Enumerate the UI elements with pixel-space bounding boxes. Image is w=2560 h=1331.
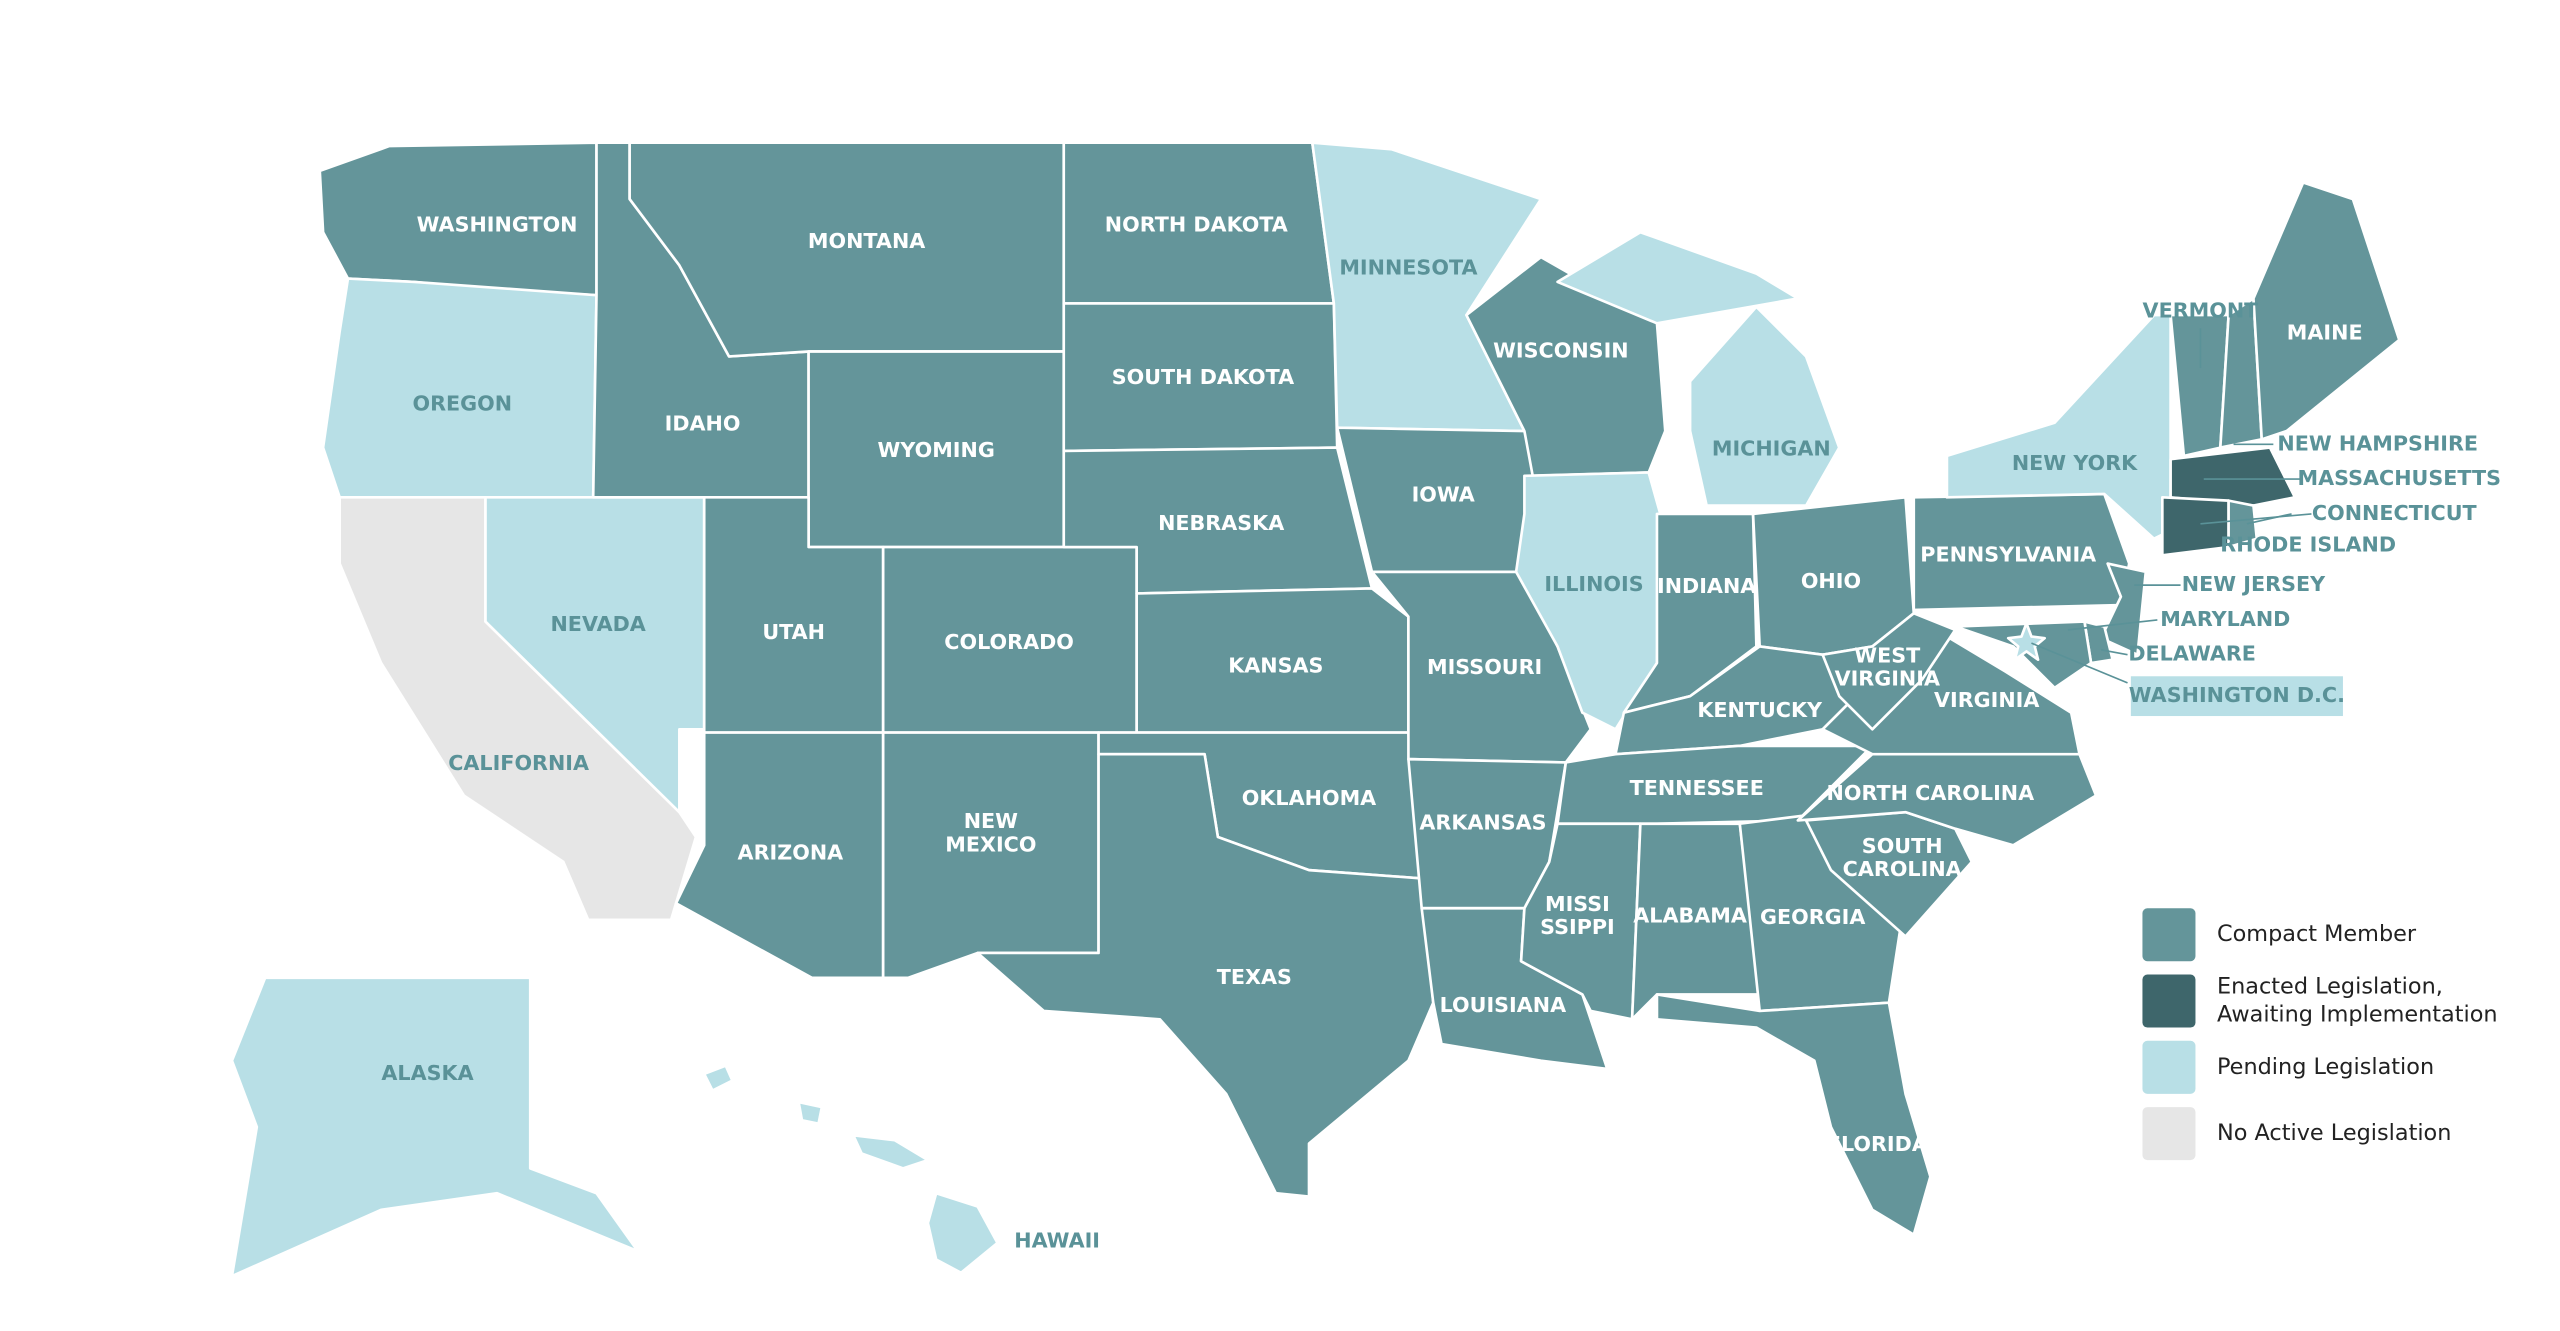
legend-label: No Active Legislation (2217, 1120, 2451, 1146)
state-shape (2099, 562, 2148, 657)
state-shape (1556, 230, 1800, 325)
legend-label: Compact Member (2217, 921, 2417, 947)
state-labels: WASHINGTON OREGON CALIFORNIA NEVADA IDAHO MON… (381, 213, 2501, 1253)
state-shape (2006, 621, 2047, 662)
state-label: NEVADA (550, 612, 645, 636)
state-label: MINNESOTA (1339, 256, 1477, 280)
legend-swatch (2142, 908, 2196, 962)
state-shape (976, 752, 1435, 1198)
state-label: ALASKA (381, 1061, 473, 1085)
state-label: MISSOURI (1427, 655, 1542, 679)
legend: Compact Member Enacted Legislation, Awaiti… (2142, 908, 2498, 1161)
state-label: OHIO (1801, 569, 1861, 593)
state-shape (1630, 822, 1762, 1021)
states (230, 141, 2401, 1278)
state-label: IOWA (1412, 483, 1475, 507)
state-label: TENNESSEE (1630, 776, 1764, 800)
state-label: NEW YORK (2012, 451, 2138, 475)
state-shape (2227, 499, 2259, 549)
state-label: WEST (1854, 643, 1921, 667)
state-label: NEBRASKA (1158, 511, 1284, 535)
state-shape (1821, 611, 1957, 731)
state-shape (321, 277, 598, 499)
leader-line (2200, 513, 2312, 525)
state-label: NEW HAMPSHIRE (2277, 431, 2478, 455)
state-label: WASHINGTON (417, 213, 578, 237)
state-label: TEXAS (1217, 965, 1292, 989)
state-label: MAINE (2287, 320, 2363, 344)
state-label: OKLAHOMA (1242, 786, 1376, 810)
legend-swatch (2142, 974, 2196, 1028)
state-label: WISCONSIN (1493, 339, 1629, 363)
state-label: NEW JERSEY (2182, 572, 2326, 596)
leader-line (2100, 648, 2128, 656)
state-shape (1519, 822, 1642, 1021)
legend-label: Awaiting Implementation (2217, 1002, 2498, 1028)
state-shape (2252, 181, 2401, 441)
state-label: GEORGIA (1760, 905, 1865, 929)
state-label: DELAWARE (2128, 642, 2256, 666)
legend-label: Enacted Legislation, (2217, 973, 2443, 999)
leader-line (2031, 642, 2128, 684)
legend-swatch (2142, 1107, 2196, 1161)
state-label: LOUISIANA (1440, 993, 1567, 1017)
state-label: NORTH DAKOTA (1105, 213, 1288, 237)
state-shape (797, 1100, 824, 1125)
state-label: IDAHO (665, 411, 741, 435)
state-label: PENNSYLVANIA (1920, 542, 2096, 566)
state-shape (2161, 495, 2230, 557)
state-shape (230, 976, 640, 1278)
state-label: CONNECTICUT (2312, 501, 2478, 525)
state-label: VIRGINIA (1934, 688, 2039, 712)
state-shape (2169, 446, 2297, 507)
legend-label: Pending Legislation (2217, 1054, 2434, 1080)
state-label: CALIFORNIA (448, 751, 589, 775)
state-label: VERMONT (2143, 299, 2260, 323)
state-label: KANSAS (1228, 653, 1323, 677)
state-label: CAROLINA (1843, 857, 1962, 881)
state-label: UTAH (762, 620, 825, 644)
state-label: INDIANA (1657, 574, 1756, 598)
state-shape (926, 1191, 999, 1275)
state-label: MICHIGAN (1712, 436, 1831, 460)
state-label: WASHINGTON D.C. (2129, 683, 2345, 707)
state-shape (852, 1133, 930, 1170)
leader-line (2246, 513, 2292, 525)
leader-line (2067, 619, 2158, 631)
state-shape (1514, 471, 1662, 731)
state-label: OREGON (412, 392, 512, 416)
state-label: SOUTH DAKOTA (1112, 365, 1294, 389)
state-label: SOUTH (1862, 834, 1943, 858)
state-shape (1655, 993, 1932, 1236)
state-label: MASSACHUSETTS (2297, 466, 2501, 490)
state-label: HAWAII (1014, 1228, 1100, 1252)
state-label: COLORADO (944, 630, 1074, 654)
state-label: ALABAMA (1633, 904, 1747, 928)
state-shape (1465, 255, 1667, 478)
state-label: VIRGINIA (1835, 667, 1940, 691)
state-label: ARKANSAS (1419, 811, 1546, 835)
state-label: MARYLAND (2160, 607, 2290, 631)
state-shape (702, 1064, 734, 1092)
state-label: KENTUCKY (1697, 698, 1823, 722)
state-label: RHODE ISLAND (2220, 532, 2396, 556)
label-box (2130, 676, 2343, 717)
state-label: FLORIDA (1827, 1132, 1928, 1156)
state-label: SSIPPI (1540, 915, 1615, 939)
state-label: ILLINOIS (1544, 572, 1643, 596)
state-label: WYOMING (878, 438, 995, 462)
state-label: MONTANA (808, 229, 925, 253)
state-shape (1688, 305, 1841, 507)
state-label: ARIZONA (738, 841, 844, 865)
state-label: MEXICO (945, 832, 1036, 856)
state-label: NORTH CAROLINA (1827, 781, 2035, 805)
state-label: NEW (964, 809, 1018, 833)
state-label: MISSI (1545, 892, 1610, 916)
legend-swatch (2142, 1040, 2196, 1094)
